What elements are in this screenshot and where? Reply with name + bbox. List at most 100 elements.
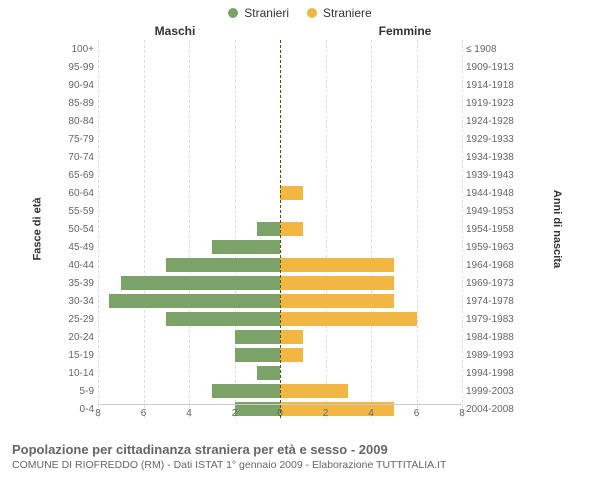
bar-half-male: [98, 346, 280, 364]
bar-half-female: [280, 346, 462, 364]
year-label: 1929-1933: [462, 134, 520, 145]
bar-half-female: [280, 310, 462, 328]
col-header-male: Maschi: [0, 24, 290, 38]
table-row: 75-79 1929-1933: [60, 130, 520, 148]
x-tick: 2: [323, 408, 329, 419]
bar-half-male: [98, 364, 280, 382]
col-header-female: Femmine: [290, 24, 600, 38]
bar-half-male: [98, 274, 280, 292]
bar-half-male: [98, 292, 280, 310]
table-row: 100+ ≤ 1908: [60, 40, 520, 58]
legend-item-male: Stranieri: [228, 6, 289, 20]
bar-half-male: [98, 58, 280, 76]
bar-half-female: [280, 382, 462, 400]
rows-container: 100+ ≤ 1908 95-991909-191390-941914-1918 8 5…: [60, 40, 520, 418]
bar-half-male: [98, 40, 280, 58]
year-label: 1949-1953: [462, 206, 520, 217]
year-label: 1984-1988: [462, 332, 520, 343]
population-pyramid-chart: Stranieri Straniere Maschi Femmine Fasce…: [0, 0, 600, 500]
bar-area: [98, 184, 462, 202]
bar-female: [280, 222, 303, 236]
table-row: 55-591949-1953: [60, 202, 520, 220]
x-tick: 6: [141, 408, 147, 419]
bar-half-female: [280, 256, 462, 274]
year-label: 1979-1983: [462, 314, 520, 325]
bar-male: [235, 330, 281, 344]
bar-area: [98, 220, 462, 238]
x-axis: 864202468: [98, 404, 462, 422]
x-tick: 6: [414, 408, 420, 419]
year-label: 1924-1928: [462, 116, 520, 127]
bar-area: [98, 292, 462, 310]
bar-female: [280, 384, 348, 398]
table-row: 65-69 1939-1943: [60, 166, 520, 184]
bar-half-female: [280, 58, 462, 76]
legend-label-female: Straniere: [323, 6, 372, 20]
bar-half-male: [98, 220, 280, 238]
age-label: 10-14: [60, 368, 98, 379]
bar-female: [280, 258, 394, 272]
bar-half-female: [280, 76, 462, 94]
year-label: 1914-1918: [462, 80, 520, 91]
table-row: 70-741934-1938: [60, 148, 520, 166]
year-label: 1969-1973: [462, 278, 520, 289]
legend-swatch-female: [307, 8, 317, 18]
age-label: 50-54: [60, 224, 98, 235]
year-label: 1974-1978: [462, 296, 520, 307]
table-row: 90-941914-1918: [60, 76, 520, 94]
bar-half-female: [280, 238, 462, 256]
bar-area: [98, 112, 462, 130]
bar-male: [166, 258, 280, 272]
bar-male: [212, 384, 280, 398]
bar-male: [166, 312, 280, 326]
year-label: 1999-2003: [462, 386, 520, 397]
age-label: 100+: [60, 44, 98, 55]
age-label: 60-64: [60, 188, 98, 199]
y-axis-label-right: Anni di nascita: [551, 190, 563, 268]
bar-half-female: [280, 130, 462, 148]
bar-female: [280, 276, 394, 290]
bar-area: [98, 256, 462, 274]
y-axis-label-left: Fasce di età: [31, 198, 43, 261]
age-label: 65-69: [60, 170, 98, 181]
bar-half-male: [98, 148, 280, 166]
x-tick: 2: [232, 408, 238, 419]
year-label: 1919-1923: [462, 98, 520, 109]
year-label: 1954-1958: [462, 224, 520, 235]
x-tick: 8: [95, 408, 101, 419]
bar-male: [257, 366, 280, 380]
table-row: 5-91999-2003: [60, 382, 520, 400]
age-label: 70-74: [60, 152, 98, 163]
bar-female: [280, 186, 303, 200]
bar-half-male: [98, 130, 280, 148]
bar-half-male: [98, 256, 280, 274]
bar-half-male: [98, 184, 280, 202]
age-label: 75-79: [60, 134, 98, 145]
bar-area: [98, 76, 462, 94]
chart-title: Popolazione per cittadinanza straniera p…: [0, 418, 600, 459]
bar-half-male: [98, 76, 280, 94]
age-label: 95-99: [60, 62, 98, 73]
year-label: ≤ 1908: [462, 44, 520, 55]
table-row: 40-441964-1968: [60, 256, 520, 274]
column-headers: Maschi Femmine: [0, 20, 600, 40]
table-row: 35-391969-1973: [60, 274, 520, 292]
bar-area: [98, 328, 462, 346]
bar-half-female: [280, 328, 462, 346]
year-label: 1939-1943: [462, 170, 520, 181]
bar-half-male: [98, 94, 280, 112]
x-tick: 8: [459, 408, 465, 419]
year-label: 1964-1968: [462, 260, 520, 271]
table-row: 30-341974-1978: [60, 292, 520, 310]
age-label: 15-19: [60, 350, 98, 361]
chart-subtitle: COMUNE DI RIOFREDDO (RM) - Dati ISTAT 1°…: [0, 459, 600, 471]
bar-female: [280, 294, 394, 308]
bar-area: [98, 274, 462, 292]
table-row: 80-841924-1928: [60, 112, 520, 130]
bar-half-female: [280, 148, 462, 166]
bar-half-male: [98, 328, 280, 346]
bar-female: [280, 312, 417, 326]
year-label: 1944-1948: [462, 188, 520, 199]
table-row: 95-991909-1913: [60, 58, 520, 76]
bar-area: [98, 382, 462, 400]
